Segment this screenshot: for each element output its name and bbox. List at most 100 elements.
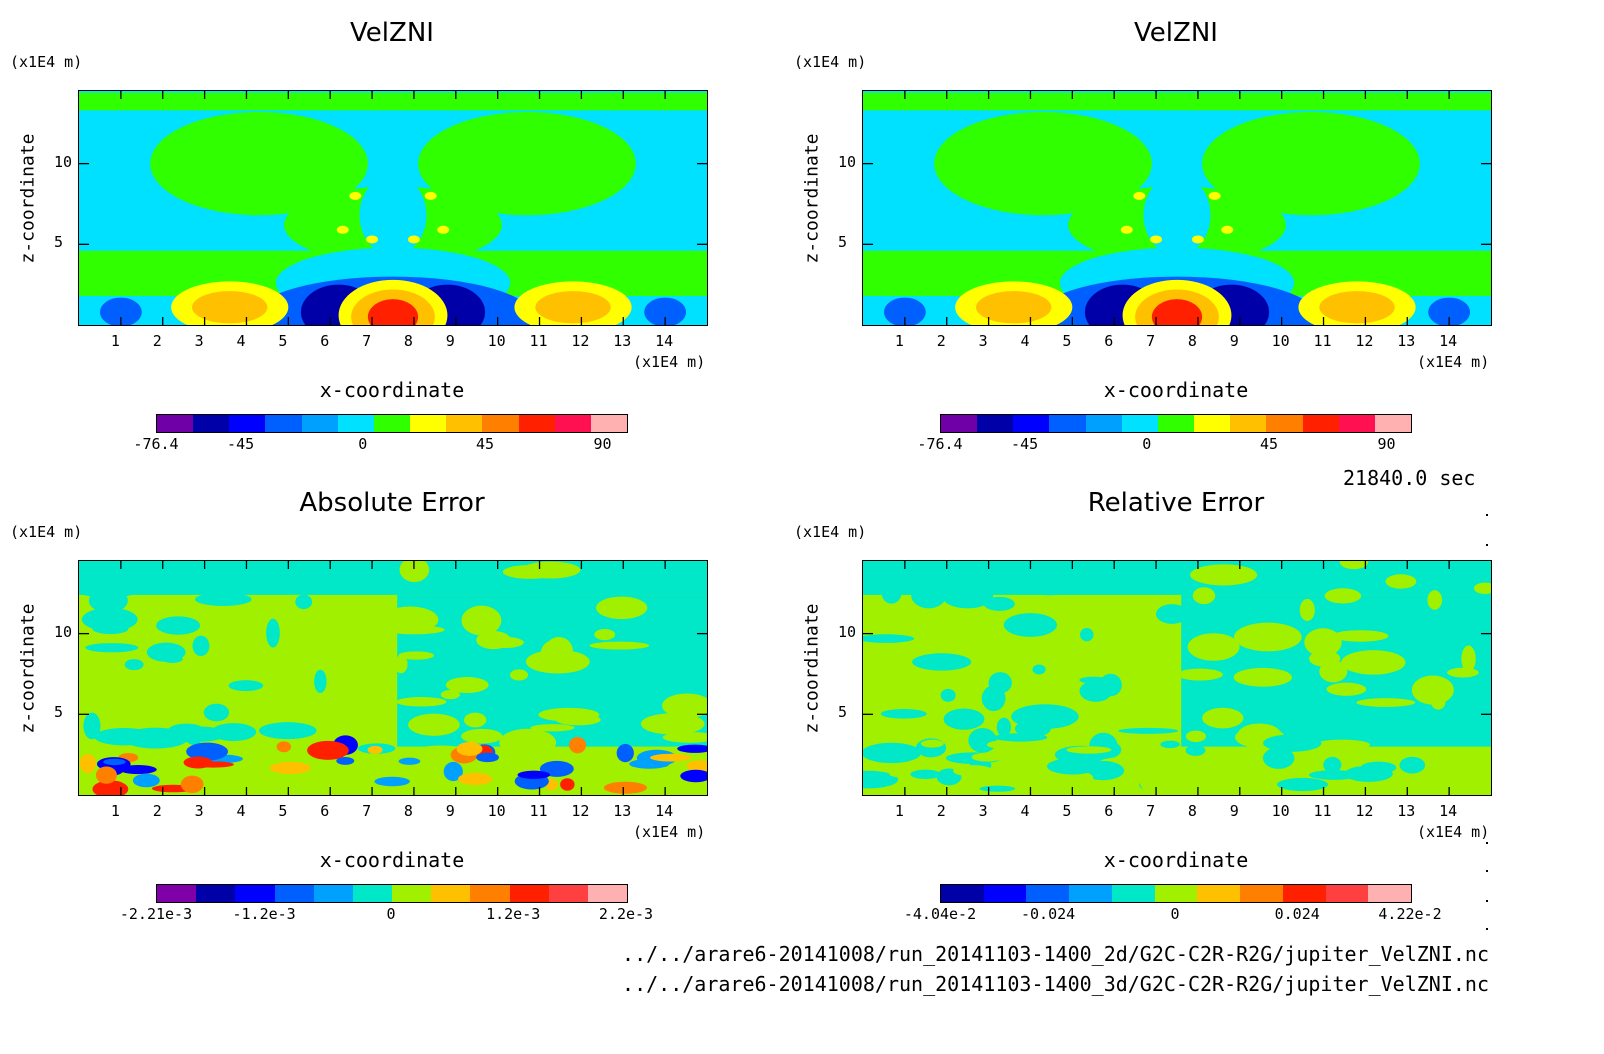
x-tick-label: 4 [236, 332, 246, 350]
contour-region [186, 742, 228, 761]
x-unit-label: (x1E4 m) [633, 823, 706, 841]
contour-region [1176, 668, 1223, 681]
colorbar-swatch [1197, 885, 1241, 902]
contour-region [1120, 225, 1133, 234]
contour-region [920, 739, 944, 748]
contour-region [589, 641, 650, 650]
y-tick-label: 10 [838, 622, 857, 641]
contour-region [1202, 707, 1244, 729]
colorbar-swatch [1111, 885, 1155, 902]
contour-region [499, 728, 557, 757]
colorbar-swatch [983, 885, 1027, 902]
contour-region [367, 745, 383, 754]
contour-region [1308, 650, 1341, 667]
contour-region [1356, 698, 1416, 707]
contour-region [540, 640, 567, 668]
x-tick-label: 7 [362, 332, 372, 350]
x-tick-label: 13 [1397, 332, 1416, 350]
x-axis-label: x-coordinate [319, 378, 465, 402]
colorbar-swatch [1302, 415, 1339, 432]
contour-region [996, 717, 1012, 737]
time-stamp: 21840.0 sec [1343, 466, 1476, 490]
contour-region [941, 561, 981, 578]
colorbar-swatch [1121, 415, 1158, 432]
colorbar [940, 884, 1412, 903]
x-tick-label: 7 [1146, 802, 1156, 820]
contour-region [629, 758, 670, 769]
contour-region [1341, 650, 1406, 675]
heatmap-field [862, 560, 1492, 796]
chart-title: VelZNI [350, 18, 434, 48]
x-tick-label: 5 [278, 802, 288, 820]
contour-region [1139, 771, 1169, 794]
file-path-2: ../../arare6-20141008/run_20141103-1400_… [622, 972, 1489, 996]
contour-region [440, 689, 461, 700]
colorbar-swatch [518, 415, 555, 432]
contour-region [1191, 235, 1204, 244]
x-tick-label: 12 [1355, 802, 1374, 820]
y-tick-label: 5 [838, 703, 848, 722]
x-tick-label: 7 [362, 802, 372, 820]
colorbar-tick-label: 90 [593, 435, 612, 453]
contour-region [881, 582, 902, 604]
contour-region [640, 713, 705, 735]
contour-region [912, 653, 972, 671]
contour-region [192, 635, 210, 657]
chart-title: Absolute Error [299, 488, 485, 518]
colorbar-swatch [274, 885, 314, 902]
y-tick-label: 10 [54, 622, 73, 641]
contour-region [79, 561, 707, 595]
contour-region [662, 693, 707, 718]
contour-region [971, 752, 1003, 762]
colorbar-swatch [941, 885, 984, 902]
contour-region [276, 741, 292, 753]
contour-region [418, 111, 636, 216]
contour-region [103, 758, 126, 766]
chart-panel-1: VelZNI (x1E4 m) (x1E4 m) x-coordinate z-coor… [0, 0, 780, 470]
contour-region [1263, 734, 1322, 752]
x-tick-label: 1 [894, 332, 904, 350]
colorbar-swatch [1154, 885, 1198, 902]
colorbar-tick-label: 45 [1259, 435, 1279, 453]
colorbar-swatch [337, 415, 374, 432]
contour-region [880, 708, 927, 719]
y-axis-label: z-coordinate [17, 133, 39, 264]
contour-region [398, 651, 435, 660]
contour-region [889, 770, 909, 778]
contour-region [383, 625, 445, 635]
colorbar-swatch [392, 885, 432, 902]
contour-region [1080, 628, 1094, 642]
contour-region [374, 776, 410, 787]
contour-region [1277, 777, 1328, 792]
contour-region [456, 741, 483, 756]
y-tick-label: 10 [838, 152, 857, 171]
contour-region [1003, 613, 1057, 637]
contour-region [1079, 680, 1113, 702]
contour-region [1326, 682, 1367, 696]
contour-region [538, 707, 600, 722]
separator-dot [1486, 900, 1488, 902]
colorbar-tick-label: -4.04e-2 [903, 905, 977, 923]
x-tick-label: 5 [278, 332, 288, 350]
contour-region [1155, 604, 1189, 624]
contour-region [979, 785, 1016, 792]
y-unit-label: (x1E4 m) [794, 523, 867, 541]
x-tick-label: 14 [1439, 332, 1458, 350]
contour-region [1332, 630, 1389, 642]
colorbar-swatch [590, 415, 628, 432]
x-tick-label: 9 [445, 802, 455, 820]
contour-region [457, 772, 493, 786]
contour-region [968, 727, 997, 753]
x-tick-label: 5 [1062, 802, 1072, 820]
x-tick-label: 14 [655, 332, 674, 350]
colorbar-swatch [431, 885, 471, 902]
contour-region [530, 724, 575, 732]
x-tick-label: 10 [1271, 332, 1290, 350]
colorbar-swatch [301, 415, 338, 432]
contour-region [1030, 589, 1069, 596]
contour-region [1160, 740, 1180, 749]
x-tick-label: 2 [152, 332, 162, 350]
separator-dot [1486, 870, 1488, 872]
y-axis-label: z-coordinate [801, 603, 823, 734]
y-tick-label: 5 [54, 703, 64, 722]
